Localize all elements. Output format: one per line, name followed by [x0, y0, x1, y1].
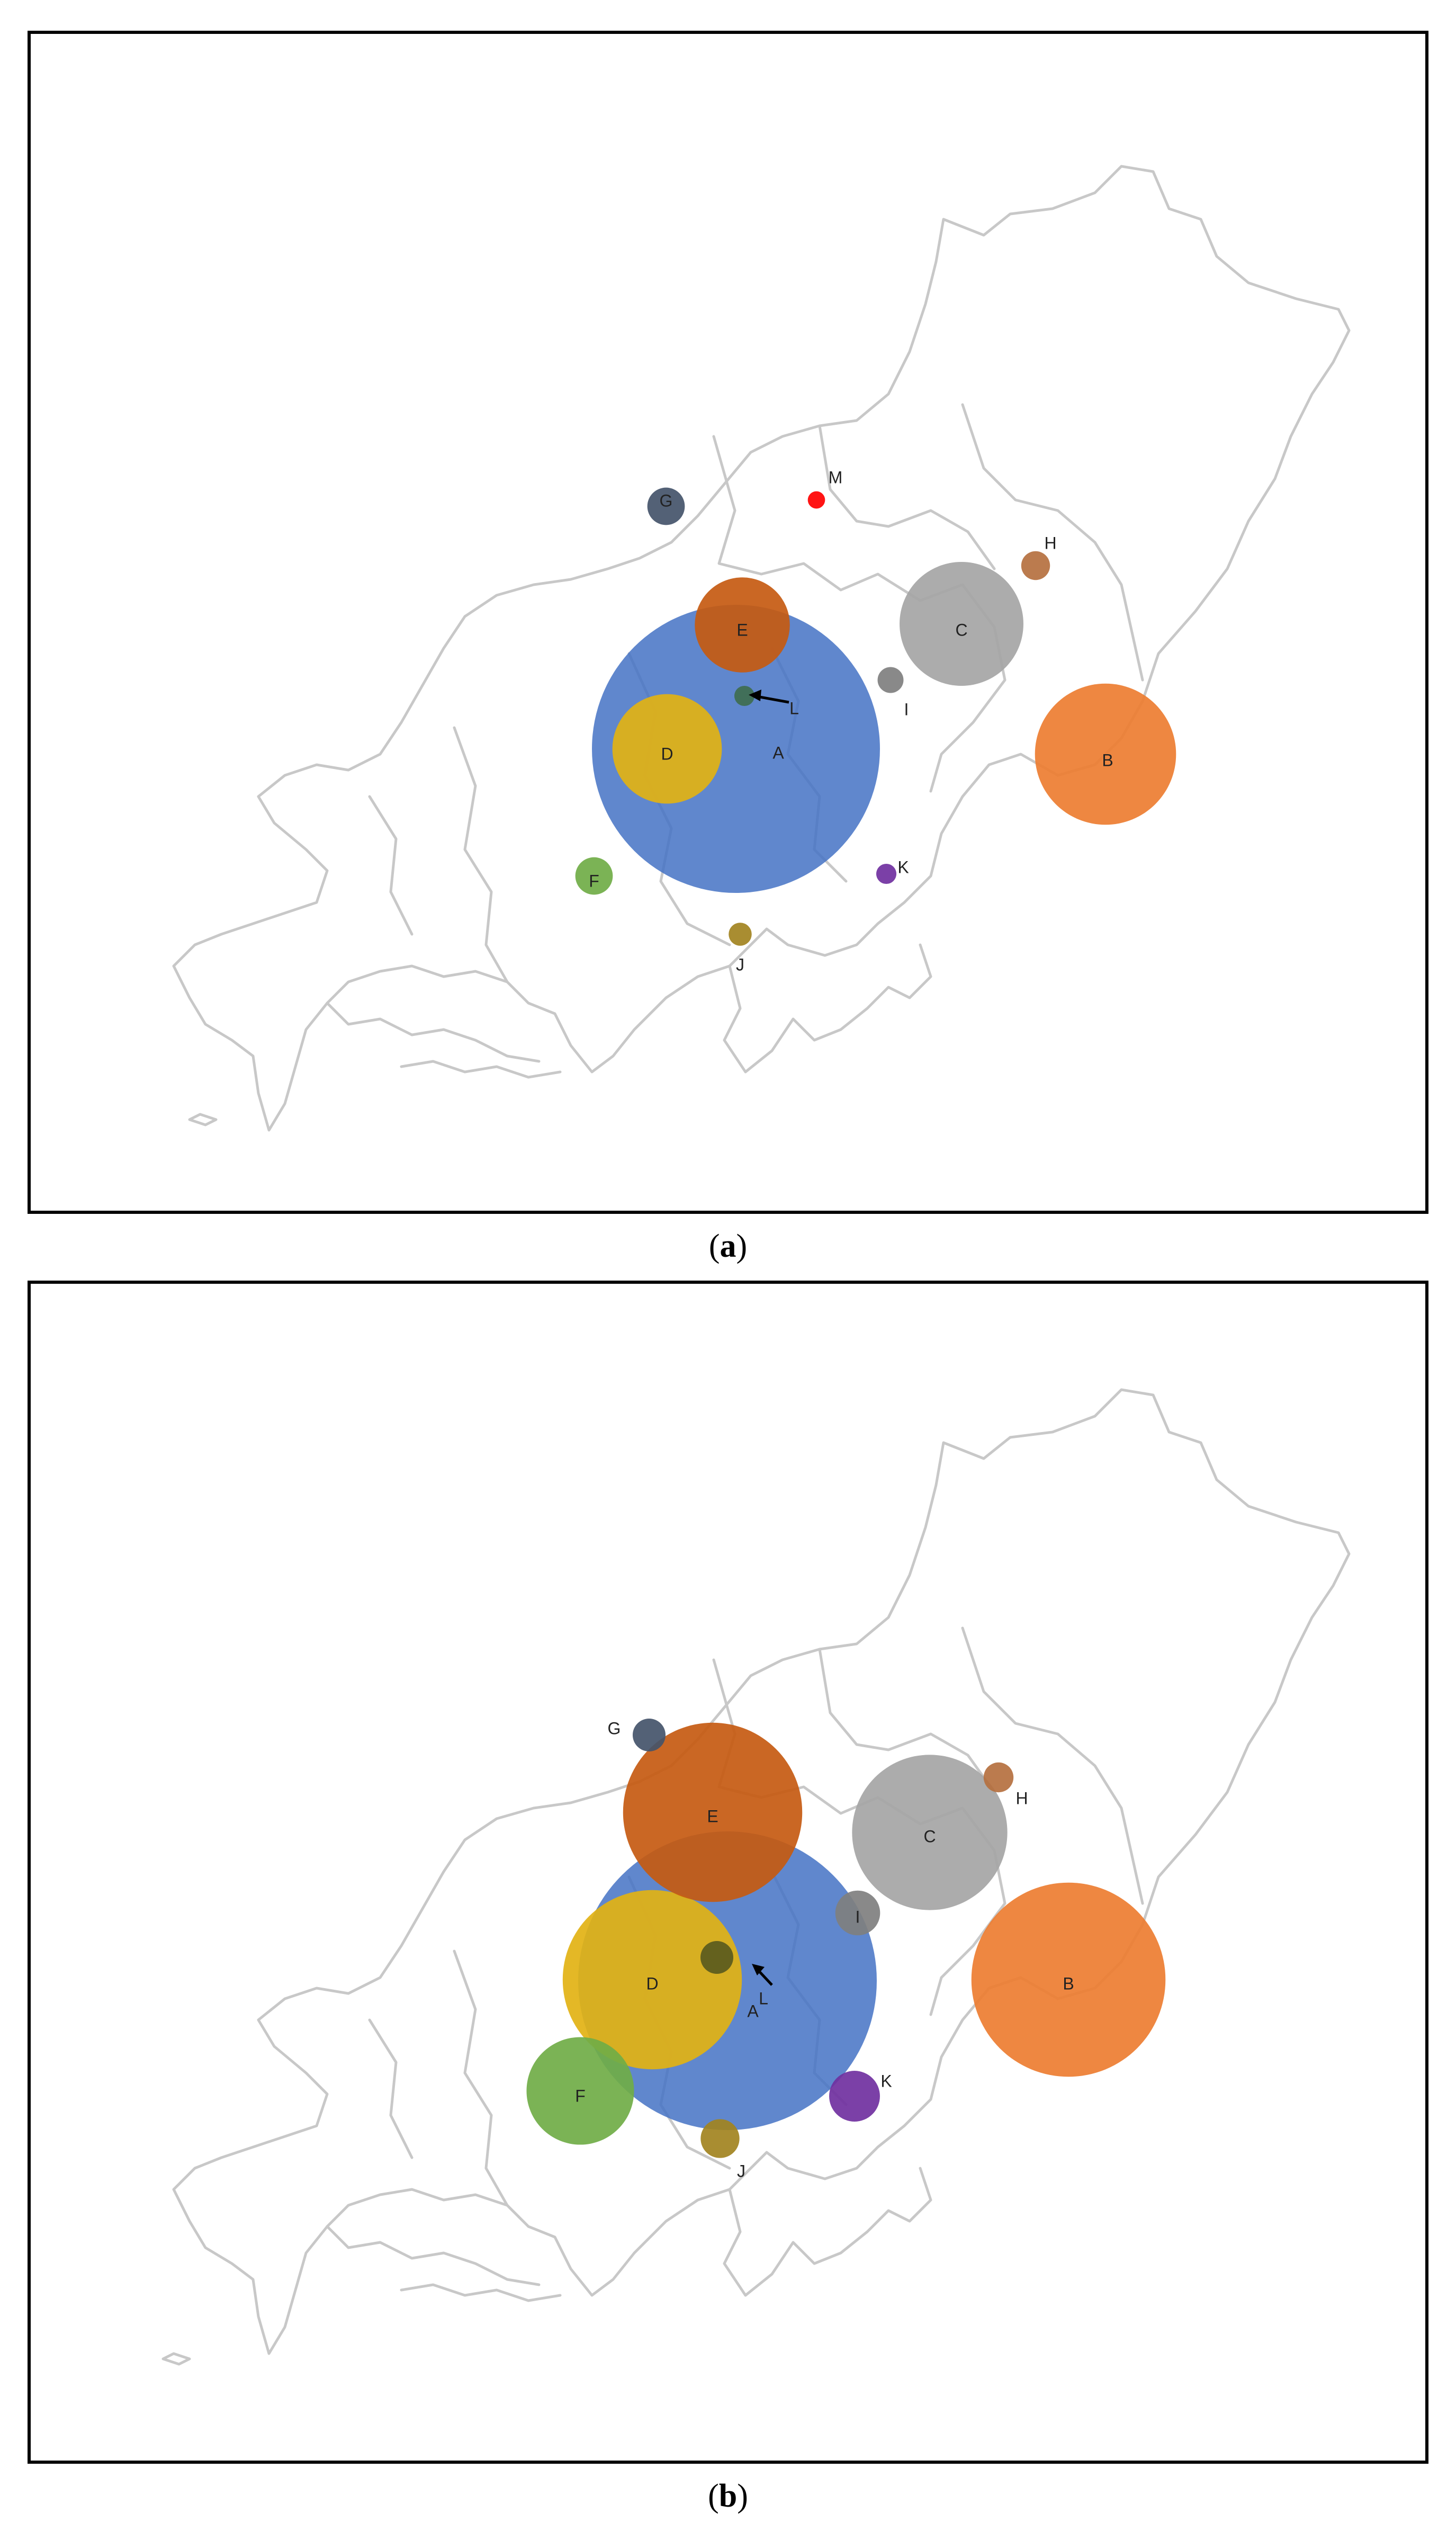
bubble-label-e: E — [707, 1806, 718, 1826]
bubble-label-h: H — [1044, 533, 1056, 552]
bubble-i — [877, 667, 904, 693]
bubble-k — [829, 2071, 880, 2122]
bubble-label-d: D — [646, 1974, 658, 1993]
bubble-c — [852, 1755, 1008, 1910]
caption-panel-a: (a) — [708, 1228, 748, 1264]
bubble-k — [876, 863, 897, 884]
bubble-a — [592, 605, 880, 893]
bubble-label-k: K — [897, 857, 909, 877]
bubble-d — [562, 1890, 742, 2070]
caption-panel-b: (b) — [708, 2478, 748, 2514]
bubble-h — [1021, 551, 1050, 580]
bubble-label-a: A — [747, 2001, 759, 2020]
bubble-label-c: C — [955, 620, 967, 639]
bubble-markers: A B C D E F G H I J K L M — [575, 468, 1176, 974]
pointer-arrowhead-l — [749, 690, 761, 701]
bubble-label-a: A — [772, 743, 784, 762]
bubble-label-e: E — [736, 620, 748, 639]
bubble-j — [729, 923, 752, 946]
bubble-label-k: K — [880, 2071, 892, 2090]
bubble-label-d: D — [661, 744, 673, 763]
bubble-e — [695, 577, 790, 673]
bubble-g — [647, 487, 685, 525]
bubble-label-h: H — [1015, 1788, 1028, 1808]
bubble-label-c: C — [923, 1827, 936, 1846]
bubble-label-l: L — [759, 1989, 768, 2008]
bubble-m — [807, 491, 825, 509]
bubble-map-a: A B C D E F G H I J K L M — [172, 165, 1351, 1132]
bubble-j — [700, 2119, 740, 2158]
bubble-l — [734, 685, 755, 706]
bubble-b — [971, 1882, 1166, 2077]
bubble-d — [612, 694, 722, 804]
bubble-label-g: G — [660, 491, 673, 510]
bubble-label-j: J — [737, 2161, 745, 2180]
map-panel-a: A B C D E F G H I J K L M — [28, 31, 1428, 1214]
bubble-c — [900, 562, 1023, 686]
bubble-label-l: L — [789, 699, 799, 718]
bubble-label-j: J — [736, 955, 744, 974]
bubble-f — [526, 2037, 634, 2145]
bubble-label-g: G — [608, 1719, 621, 1738]
bubble-f — [575, 857, 613, 895]
bubble-label-b: B — [1063, 1974, 1074, 1993]
pointer-arrowhead-l — [752, 1964, 765, 1975]
bubble-i — [835, 1890, 880, 1936]
bubble-g — [632, 1718, 666, 1752]
bubble-l — [700, 1940, 734, 1974]
bubble-label-m: M — [829, 468, 843, 487]
bubble-label-f: F — [575, 2086, 586, 2105]
bubble-label-b: B — [1102, 750, 1113, 770]
bubble-map-b: A B C D E F G H I J K L — [161, 1388, 1351, 2366]
bubble-e — [623, 1722, 803, 1902]
bubble-markers: A B C D E F G H I J K L — [526, 1718, 1166, 2180]
bubble-label-i: I — [856, 1907, 860, 1926]
bubble-label-f: F — [589, 871, 599, 890]
bubble-h — [983, 1762, 1014, 1793]
bubble-b — [1035, 683, 1176, 825]
bubble-label-i: I — [904, 700, 909, 719]
map-panel-b: A B C D E F G H I J K L — [28, 1281, 1428, 2464]
